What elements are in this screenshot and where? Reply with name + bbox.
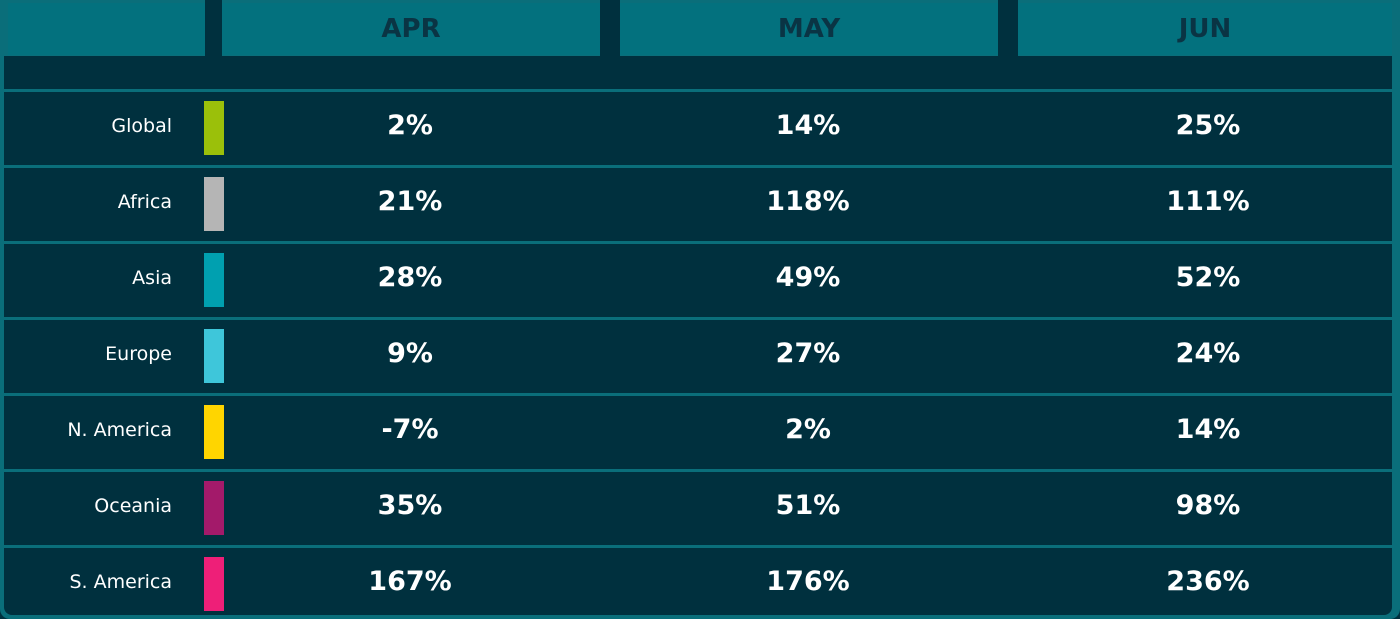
column-header: APR <box>222 3 600 55</box>
color-swatch <box>204 405 224 459</box>
row-label: Asia <box>132 267 172 289</box>
cell-value: 28% <box>377 262 443 293</box>
cell-value: 167% <box>368 566 452 597</box>
row-separator <box>4 165 1392 168</box>
cell-value: 2% <box>785 414 831 445</box>
cell-value: 111% <box>1166 186 1250 217</box>
row-separator <box>4 241 1392 244</box>
column-header: JUN <box>1018 3 1392 55</box>
color-swatch <box>204 101 224 155</box>
header-gap <box>205 0 222 56</box>
color-swatch <box>204 329 224 383</box>
color-swatch <box>204 253 224 307</box>
cell-value: 176% <box>766 566 850 597</box>
cell-value: 14% <box>775 110 841 141</box>
header-blank <box>8 3 205 55</box>
header-gap <box>600 0 620 56</box>
cell-value: 9% <box>387 338 433 369</box>
color-swatch <box>204 557 224 611</box>
row-separator <box>4 545 1392 548</box>
row-label: Global <box>111 115 172 137</box>
cell-value: 118% <box>766 186 850 217</box>
row-label: Europe <box>105 343 172 365</box>
cell-value: 98% <box>1175 490 1241 521</box>
header-gap <box>998 0 1018 56</box>
row-label: Oceania <box>94 495 172 517</box>
row-separator <box>4 317 1392 320</box>
cell-value: -7% <box>381 414 439 445</box>
cell-value: 27% <box>775 338 841 369</box>
table-body <box>4 56 1392 615</box>
cell-value: 52% <box>1175 262 1241 293</box>
row-separator <box>4 393 1392 396</box>
row-label: N. America <box>67 419 172 441</box>
cell-value: 236% <box>1166 566 1250 597</box>
cell-value: 14% <box>1175 414 1241 445</box>
row-label: Africa <box>117 191 172 213</box>
cell-value: 25% <box>1175 110 1241 141</box>
color-swatch <box>204 481 224 535</box>
cell-value: 24% <box>1175 338 1241 369</box>
cell-value: 49% <box>775 262 841 293</box>
row-separator <box>4 89 1392 92</box>
row-label: S. America <box>69 571 172 593</box>
color-swatch <box>204 177 224 231</box>
cell-value: 35% <box>377 490 443 521</box>
cell-value: 21% <box>377 186 443 217</box>
row-separator <box>4 469 1392 472</box>
cell-value: 51% <box>775 490 841 521</box>
cell-value: 2% <box>387 110 433 141</box>
column-header: MAY <box>620 3 998 55</box>
